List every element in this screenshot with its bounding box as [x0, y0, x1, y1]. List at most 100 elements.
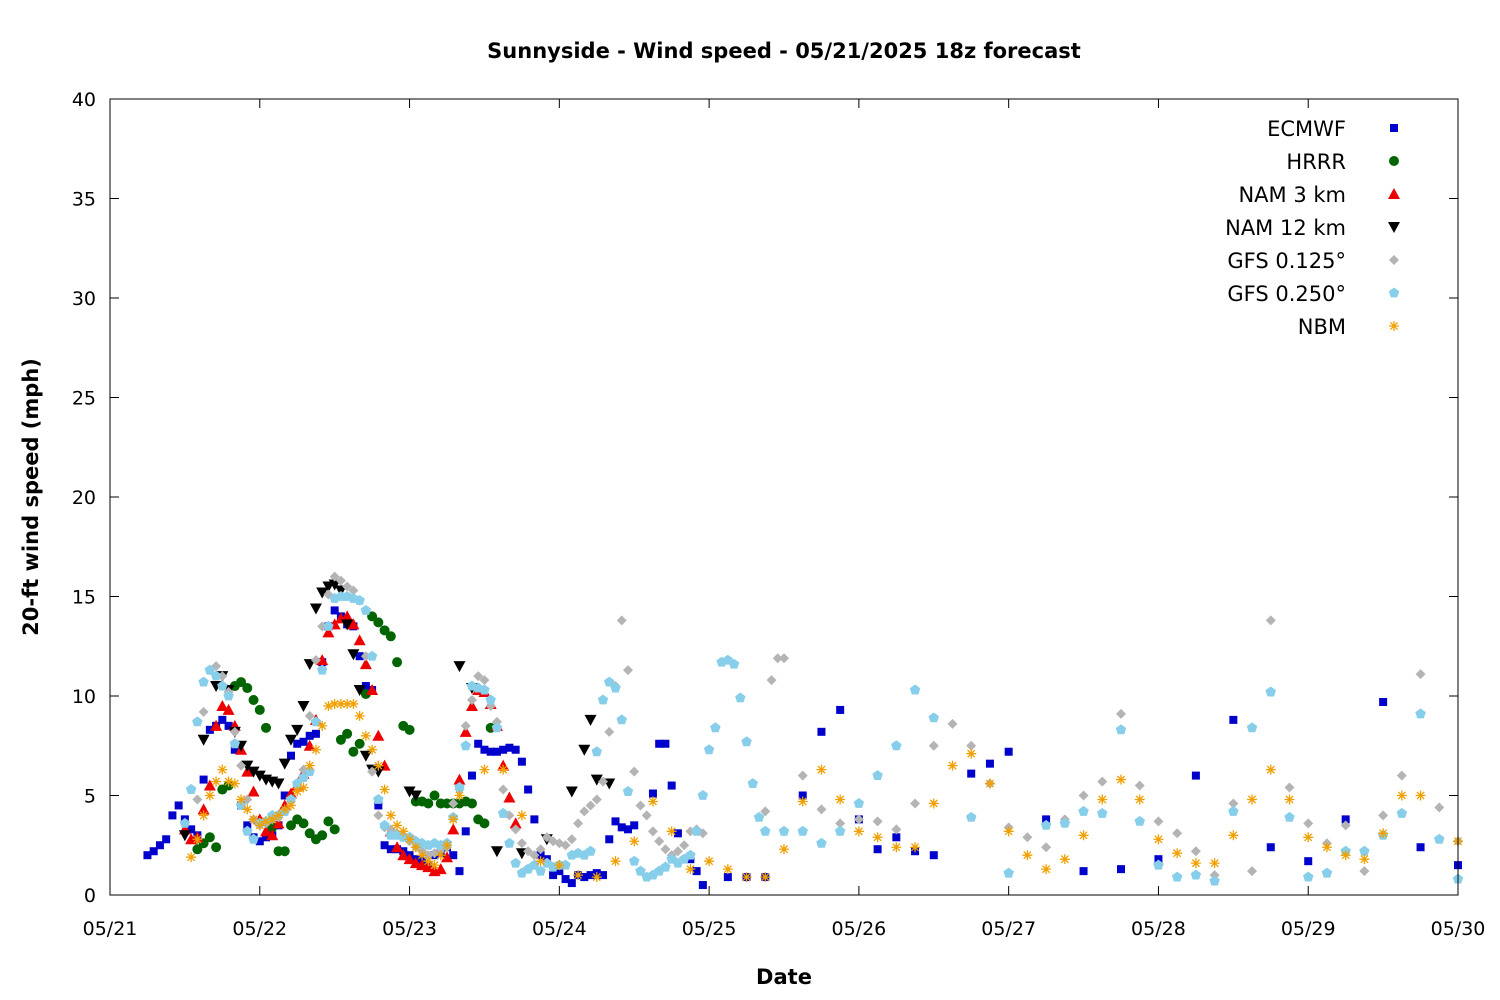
- x-tick-label: 05/26: [832, 918, 887, 940]
- data-point: [1041, 842, 1052, 853]
- data-point: [491, 722, 503, 733]
- data-point: [816, 837, 827, 848]
- data-point: [667, 781, 676, 790]
- y-tick-label: 0: [84, 885, 96, 907]
- data-point: [1097, 794, 1108, 805]
- data-point: [510, 857, 521, 868]
- data-point: [910, 798, 921, 809]
- data-point: [178, 830, 191, 842]
- y-tick-label: 20: [72, 487, 96, 509]
- x-tick-label: 05/21: [83, 918, 138, 940]
- data-point: [779, 653, 789, 664]
- x-tick-label: 05/30: [1431, 918, 1486, 940]
- data-point: [367, 611, 378, 622]
- data-point: [947, 718, 958, 729]
- data-point: [410, 842, 421, 853]
- data-point: [629, 855, 640, 866]
- data-point: [1378, 810, 1389, 821]
- data-point: [641, 810, 652, 821]
- data-point: [211, 776, 222, 787]
- data-point: [286, 751, 295, 760]
- data-point: [503, 791, 516, 803]
- data-point: [461, 827, 470, 836]
- series-gfs-0-250-: [179, 591, 1464, 886]
- data-point: [741, 736, 752, 747]
- data-point: [1059, 817, 1071, 828]
- data-point: [741, 872, 752, 883]
- data-point: [229, 738, 240, 749]
- data-point: [698, 881, 707, 890]
- data-point: [448, 798, 459, 809]
- data-point: [1379, 697, 1388, 706]
- data-point: [1340, 820, 1351, 831]
- series-nam-12-km: [178, 579, 616, 860]
- data-point: [928, 798, 939, 809]
- data-point: [591, 872, 602, 883]
- data-point: [391, 841, 404, 853]
- data-point: [205, 725, 214, 734]
- data-point: [1434, 802, 1445, 813]
- data-point: [1284, 794, 1295, 805]
- data-point: [174, 801, 183, 810]
- data-point: [292, 786, 303, 797]
- data-point: [222, 703, 235, 715]
- data-point: [323, 620, 334, 631]
- data-point: [1097, 807, 1108, 818]
- data-point: [284, 734, 297, 746]
- data-point: [236, 760, 247, 771]
- data-point: [485, 694, 496, 705]
- data-point: [1190, 869, 1202, 880]
- data-point: [254, 704, 265, 715]
- data-point: [505, 743, 514, 752]
- data-point: [1171, 871, 1183, 882]
- data-point: [1003, 867, 1014, 878]
- data-point: [372, 729, 385, 741]
- data-point: [1396, 770, 1407, 781]
- data-point: [1153, 816, 1164, 827]
- y-axis-label: 20-ft wind speed (mph): [19, 358, 43, 636]
- legend-label: NBM: [1298, 315, 1346, 339]
- data-point: [341, 610, 354, 622]
- data-point: [586, 871, 595, 880]
- data-point: [373, 760, 384, 771]
- data-point: [280, 791, 289, 800]
- data-point: [1134, 780, 1145, 791]
- data-point: [422, 861, 435, 873]
- data-point: [1078, 790, 1089, 801]
- data-point: [297, 700, 310, 712]
- data-point: [335, 734, 346, 745]
- data-point: [273, 810, 284, 821]
- data-point: [985, 759, 994, 768]
- data-point: [267, 814, 278, 825]
- axis-ticks: 05/21 05/22 05/23 05/24 05/25 05/26 05/27 05/28…: [72, 89, 1486, 940]
- data-point: [278, 758, 291, 770]
- series-nbm: [186, 698, 1463, 883]
- data-point: [1116, 774, 1126, 785]
- data-point: [466, 798, 477, 809]
- data-point: [392, 820, 403, 831]
- data-point: [597, 694, 609, 705]
- data-point: [192, 834, 203, 845]
- data-point: [947, 760, 958, 771]
- data-point: [928, 712, 939, 723]
- data-point: [1097, 776, 1108, 787]
- data-point: [1265, 764, 1276, 775]
- data-point: [1304, 857, 1313, 866]
- legend-marker: [1388, 222, 1400, 233]
- data-point: [348, 746, 359, 757]
- data-point: [223, 776, 234, 787]
- data-point: [817, 727, 826, 736]
- data-point: [359, 658, 372, 670]
- data-point: [710, 722, 721, 733]
- data-point: [179, 817, 191, 828]
- data-point: [492, 747, 501, 756]
- data-point: [1321, 867, 1333, 878]
- data-point: [203, 779, 216, 791]
- data-point: [554, 860, 565, 871]
- data-point: [1228, 805, 1239, 816]
- data-point: [310, 655, 321, 666]
- data-point: [580, 873, 589, 882]
- data-point: [373, 617, 384, 628]
- data-point: [760, 872, 771, 883]
- data-point: [517, 757, 526, 766]
